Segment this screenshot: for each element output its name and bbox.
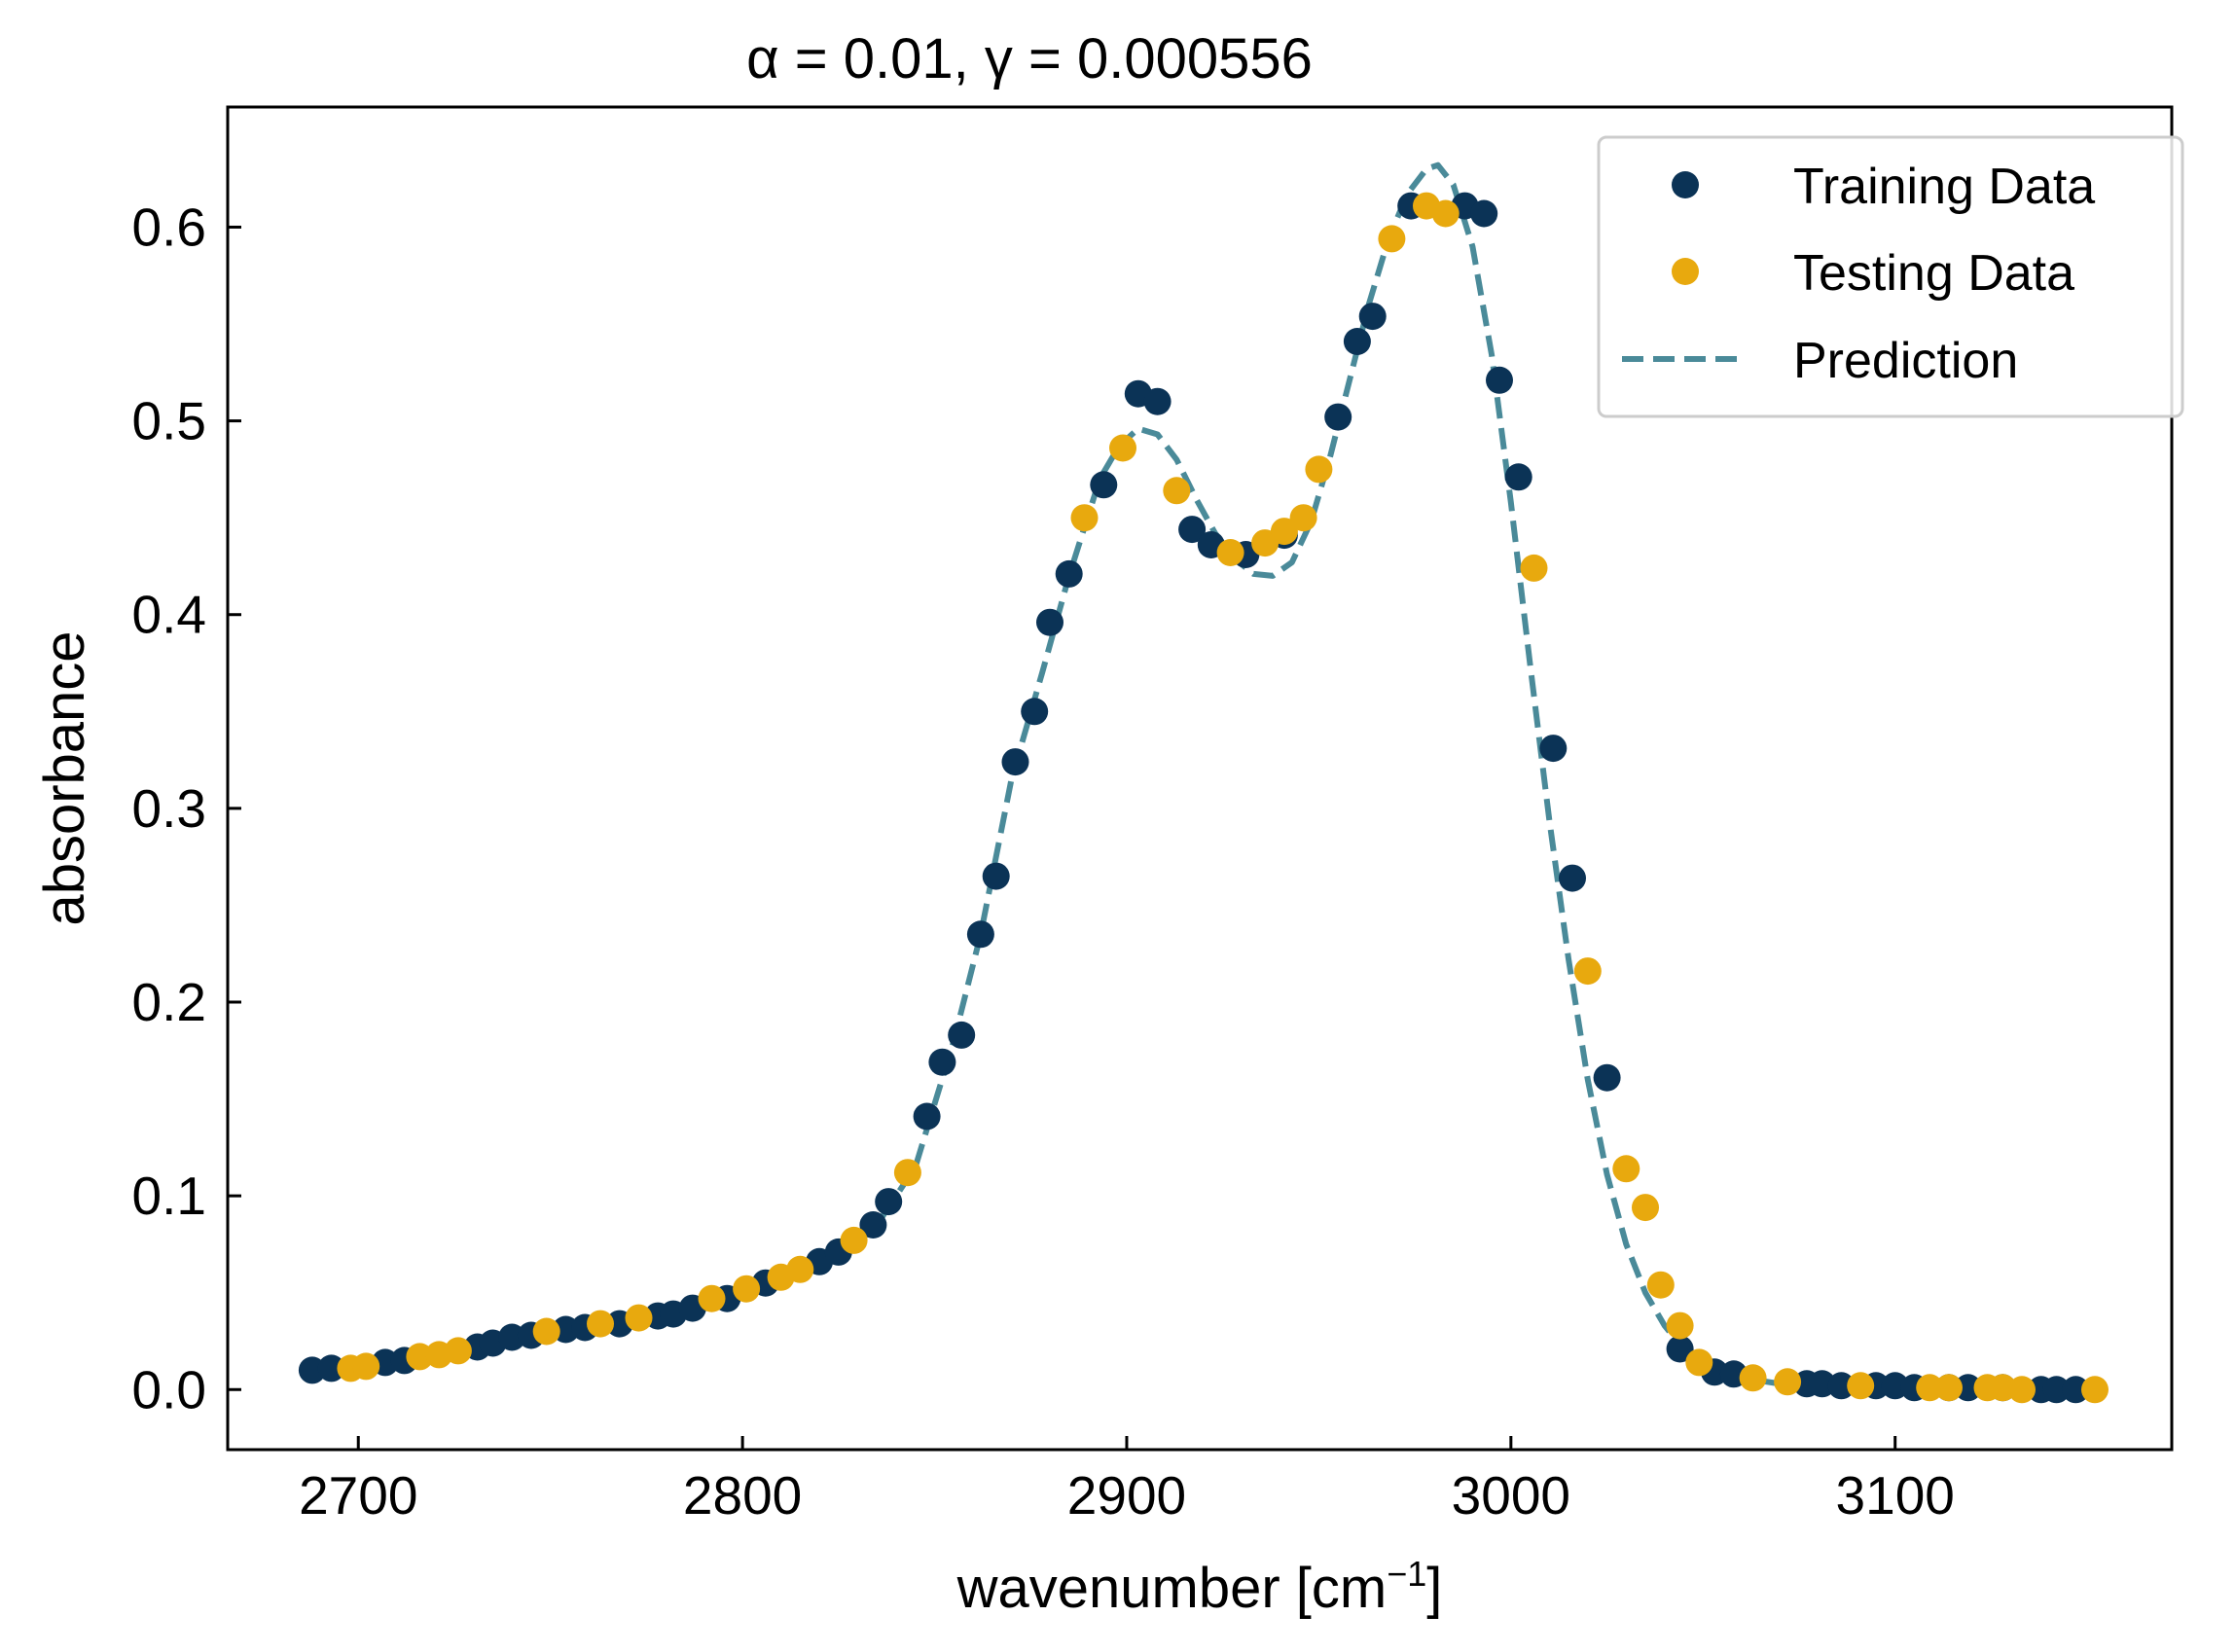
x-tick-label: 3100: [1836, 1465, 1955, 1526]
testing-data-point: [352, 1352, 380, 1381]
training-data-point: [1470, 199, 1498, 228]
x-tick-label: 2700: [299, 1465, 417, 1526]
testing-data-point: [893, 1159, 921, 1187]
training-data-point: [1593, 1063, 1621, 1092]
x-axis-label: wavenumber [cm−1]: [956, 1554, 1443, 1620]
training-data-point: [1539, 735, 1568, 763]
training-data-point: [948, 1021, 976, 1049]
testing-data-point: [1666, 1311, 1694, 1340]
legend-box: [1597, 135, 2184, 418]
testing-data-point: [1270, 518, 1298, 546]
training-data-point: [1178, 516, 1207, 544]
y-tick-label: 0.5: [132, 391, 206, 451]
x-tick-label: 2800: [683, 1465, 802, 1526]
training-data-point: [966, 920, 994, 949]
testing-data-point: [1632, 1194, 1659, 1222]
testing-data-point: [587, 1310, 614, 1338]
training-data-point: [2062, 1376, 2090, 1404]
training-data-point: [1343, 328, 1371, 355]
y-tick-label: 0.0: [132, 1359, 206, 1419]
training-data-point: [1090, 471, 1118, 499]
y-tick-label: 0.3: [132, 778, 206, 839]
testing-data-point: [1216, 539, 1244, 566]
testing-data-point: [444, 1337, 472, 1365]
testing-data-point: [1378, 225, 1406, 253]
training-data-point: [1954, 1374, 1982, 1402]
training-data-point: [317, 1354, 345, 1383]
plot-area: [226, 105, 2174, 1452]
testing-data-point: [840, 1226, 868, 1254]
x-tick-label: 3000: [1452, 1465, 1570, 1526]
training-data-point: [1324, 403, 1352, 431]
testing-data-point: [786, 1255, 814, 1283]
testing-data-point: [2008, 1376, 2036, 1404]
training-data-point: [1358, 303, 1387, 331]
training-data-point: [1143, 387, 1172, 415]
testing-data-point: [625, 1304, 653, 1332]
training-data-point: [1486, 366, 1513, 394]
y-tick-label: 0.1: [132, 1166, 206, 1226]
testing-data-point: [1573, 957, 1602, 986]
legend-label-prediction: Prediction: [1793, 333, 2018, 389]
training-data-point: [1559, 864, 1586, 892]
testing-data-point: [1646, 1271, 1675, 1299]
training-data-point: [928, 1048, 956, 1076]
testing-data-point: [1431, 199, 1460, 228]
training-data-point: [1021, 698, 1049, 726]
testing-data-point: [1935, 1374, 1963, 1402]
testing-data-point: [733, 1275, 761, 1303]
training-data-point: [859, 1211, 887, 1239]
legend-label-testing: Testing Data: [1793, 245, 2074, 302]
testing-data-point: [532, 1317, 560, 1346]
training-data-point: [1055, 559, 1083, 588]
training-data-point: [1827, 1372, 1856, 1400]
testing-data-point: [1685, 1348, 1713, 1377]
legend-label-training: Training Data: [1793, 159, 2095, 215]
chart-title: α = 0.01, γ = 0.000556: [746, 27, 1313, 90]
testing-data-point: [1612, 1155, 1640, 1183]
testing-data-point: [1774, 1368, 1802, 1396]
training-data-point: [2042, 1376, 2071, 1404]
points-layer: [298, 192, 2109, 1404]
testing-data-point: [698, 1284, 726, 1312]
testing-data-point: [1109, 434, 1136, 462]
legend-marker-training: [1672, 171, 1699, 198]
y-axis-label: absorbance: [33, 630, 96, 925]
testing-data-point: [1305, 455, 1333, 484]
training-data-point: [875, 1188, 903, 1216]
training-data-point: [1666, 1335, 1694, 1363]
training-data-point: [1504, 463, 1532, 491]
testing-data-point: [2081, 1376, 2109, 1404]
testing-data-point: [1289, 504, 1317, 532]
testing-data-point: [1739, 1364, 1767, 1392]
y-tick-label: 0.6: [132, 197, 206, 257]
axis-ticks: 2700 2800 2900 3000 3100 0.0 0.1 0.2 0.3 0.4 0.5 0.…: [132, 197, 1955, 1526]
legend: Training Data Testing Data Prediction: [1597, 135, 2184, 418]
testing-data-point: [1163, 477, 1191, 505]
legend-marker-testing: [1672, 258, 1699, 285]
training-data-point: [1001, 748, 1029, 776]
y-tick-label: 0.2: [132, 972, 206, 1032]
testing-data-point: [1520, 554, 1548, 582]
training-data-point: [1036, 608, 1063, 636]
training-data-point: [982, 862, 1010, 890]
testing-data-point: [1070, 504, 1099, 532]
x-tick-label: 2900: [1067, 1465, 1186, 1526]
y-tick-label: 0.4: [132, 585, 206, 645]
testing-data-point: [1847, 1372, 1875, 1400]
testing-data-point: [1916, 1374, 1944, 1402]
training-data-point: [913, 1102, 941, 1131]
